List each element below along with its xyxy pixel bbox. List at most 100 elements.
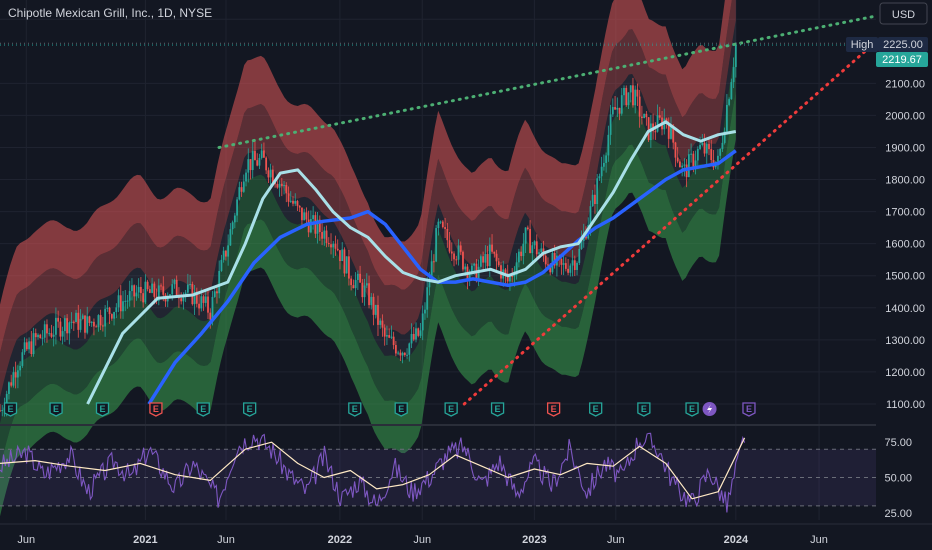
candle-body — [482, 256, 485, 263]
candle-body — [341, 249, 344, 262]
candle-body — [68, 322, 71, 334]
candle-body — [459, 245, 462, 252]
candle-body — [240, 187, 243, 192]
earnings-event-icon[interactable]: E — [149, 402, 163, 417]
earnings-event-icon[interactable]: E — [3, 402, 18, 417]
candle-body — [142, 293, 145, 303]
upper-trendline[interactable] — [217, 14, 878, 149]
earnings-event-icon[interactable]: E — [546, 402, 561, 417]
last-price-badge: 2219.67 — [876, 52, 928, 67]
candle-body — [625, 87, 628, 106]
split-event-icon[interactable] — [702, 402, 717, 416]
candle-body — [719, 148, 722, 156]
earnings-event-icon[interactable]: E — [243, 402, 257, 417]
earnings-event-icon[interactable]: E — [742, 402, 756, 417]
earnings-badge-letter: E — [551, 404, 557, 414]
candle-body — [211, 296, 214, 320]
candle-body — [21, 352, 24, 366]
earnings-event-icon[interactable]: E — [196, 402, 210, 417]
earnings-event-icon[interactable]: E — [444, 402, 458, 417]
candle-body — [526, 227, 529, 230]
candle-body — [126, 300, 129, 302]
candle-body — [265, 157, 268, 171]
earnings-badge-letter: E — [641, 404, 647, 414]
candle-body — [135, 292, 138, 297]
earnings-event-icon[interactable]: E — [685, 402, 699, 417]
candle-body — [520, 251, 523, 257]
candle-body — [569, 265, 572, 273]
currency-button[interactable]: USD — [879, 2, 928, 25]
candle-body — [654, 131, 657, 133]
candle-body — [231, 222, 234, 230]
candle-body — [61, 331, 64, 337]
candle-body — [16, 370, 19, 378]
candle-body — [278, 183, 281, 188]
candle-body — [332, 243, 335, 248]
candle-body — [186, 284, 189, 293]
candle-body — [59, 321, 62, 337]
earnings-badge-shape — [637, 402, 651, 417]
candle-body — [108, 307, 111, 315]
candle-body — [30, 341, 33, 355]
high-badge-value: 2225.00 — [883, 39, 923, 51]
earnings-badge-letter: E — [153, 404, 159, 414]
candle-body — [34, 333, 37, 338]
candle-body — [455, 259, 458, 261]
candle-body — [361, 282, 364, 298]
candle-body — [488, 244, 491, 267]
candle-body — [694, 160, 697, 167]
candle-body — [233, 215, 236, 223]
earnings-event-icon[interactable]: E — [490, 402, 505, 417]
candle-body — [144, 281, 147, 303]
candle-body — [602, 162, 605, 167]
earnings-event-icon[interactable]: E — [589, 402, 603, 417]
candle-body — [484, 254, 487, 263]
candle-body — [529, 229, 531, 254]
candle-body — [86, 316, 89, 333]
candle-body — [119, 295, 122, 312]
trendlines[interactable] — [217, 14, 878, 406]
candle-body — [560, 258, 563, 265]
earnings-event-icon[interactable]: E — [348, 402, 362, 417]
candle-body — [658, 115, 661, 118]
candle-body — [330, 244, 332, 248]
time-tick-label: Jun — [217, 534, 235, 546]
candle-body — [204, 296, 207, 303]
candle-body — [238, 187, 241, 200]
candle-body — [406, 354, 408, 356]
rsi-tick-label: 75.00 — [884, 437, 912, 449]
candle-body — [600, 166, 603, 177]
candle-body — [52, 334, 55, 337]
candle-body — [1, 409, 4, 411]
candle-body — [444, 227, 446, 229]
candle-body — [732, 67, 735, 83]
rsi-signal-line — [0, 437, 746, 500]
candle-body — [522, 243, 525, 257]
candle-body — [540, 248, 543, 253]
rsi-axis[interactable]: 25.00 50.00 75.00 — [884, 437, 912, 520]
candle-body — [705, 143, 708, 154]
candle-body — [356, 273, 359, 281]
earnings-event-icon[interactable]: E — [637, 402, 651, 417]
price-tick-label: 1600.00 — [885, 239, 925, 251]
lower-inner-band — [0, 46, 736, 469]
price-tick-label: 1200.00 — [885, 367, 925, 379]
time-axis[interactable]: Jun 2021 Jun 2022 Jun 2023 Jun 2024 Jun — [0, 523, 932, 546]
candle-body — [5, 393, 8, 408]
earnings-badge-shape — [95, 402, 110, 417]
last-price-value: 2219.67 — [882, 54, 922, 66]
candle-body — [72, 321, 75, 323]
candle-body — [441, 221, 444, 228]
candle-body — [524, 227, 527, 244]
candle-body — [725, 104, 728, 132]
lower-trendline[interactable] — [462, 40, 878, 406]
earnings-event-icon[interactable]: E — [394, 402, 408, 417]
earnings-badge-letter: E — [398, 404, 404, 414]
rsi-pane-divider[interactable] — [0, 424, 876, 426]
candle-body — [517, 251, 520, 263]
time-tick-label: 2023 — [522, 534, 546, 546]
earnings-event-icon[interactable]: E — [49, 402, 63, 417]
earnings-event-icon[interactable]: E — [95, 402, 110, 417]
